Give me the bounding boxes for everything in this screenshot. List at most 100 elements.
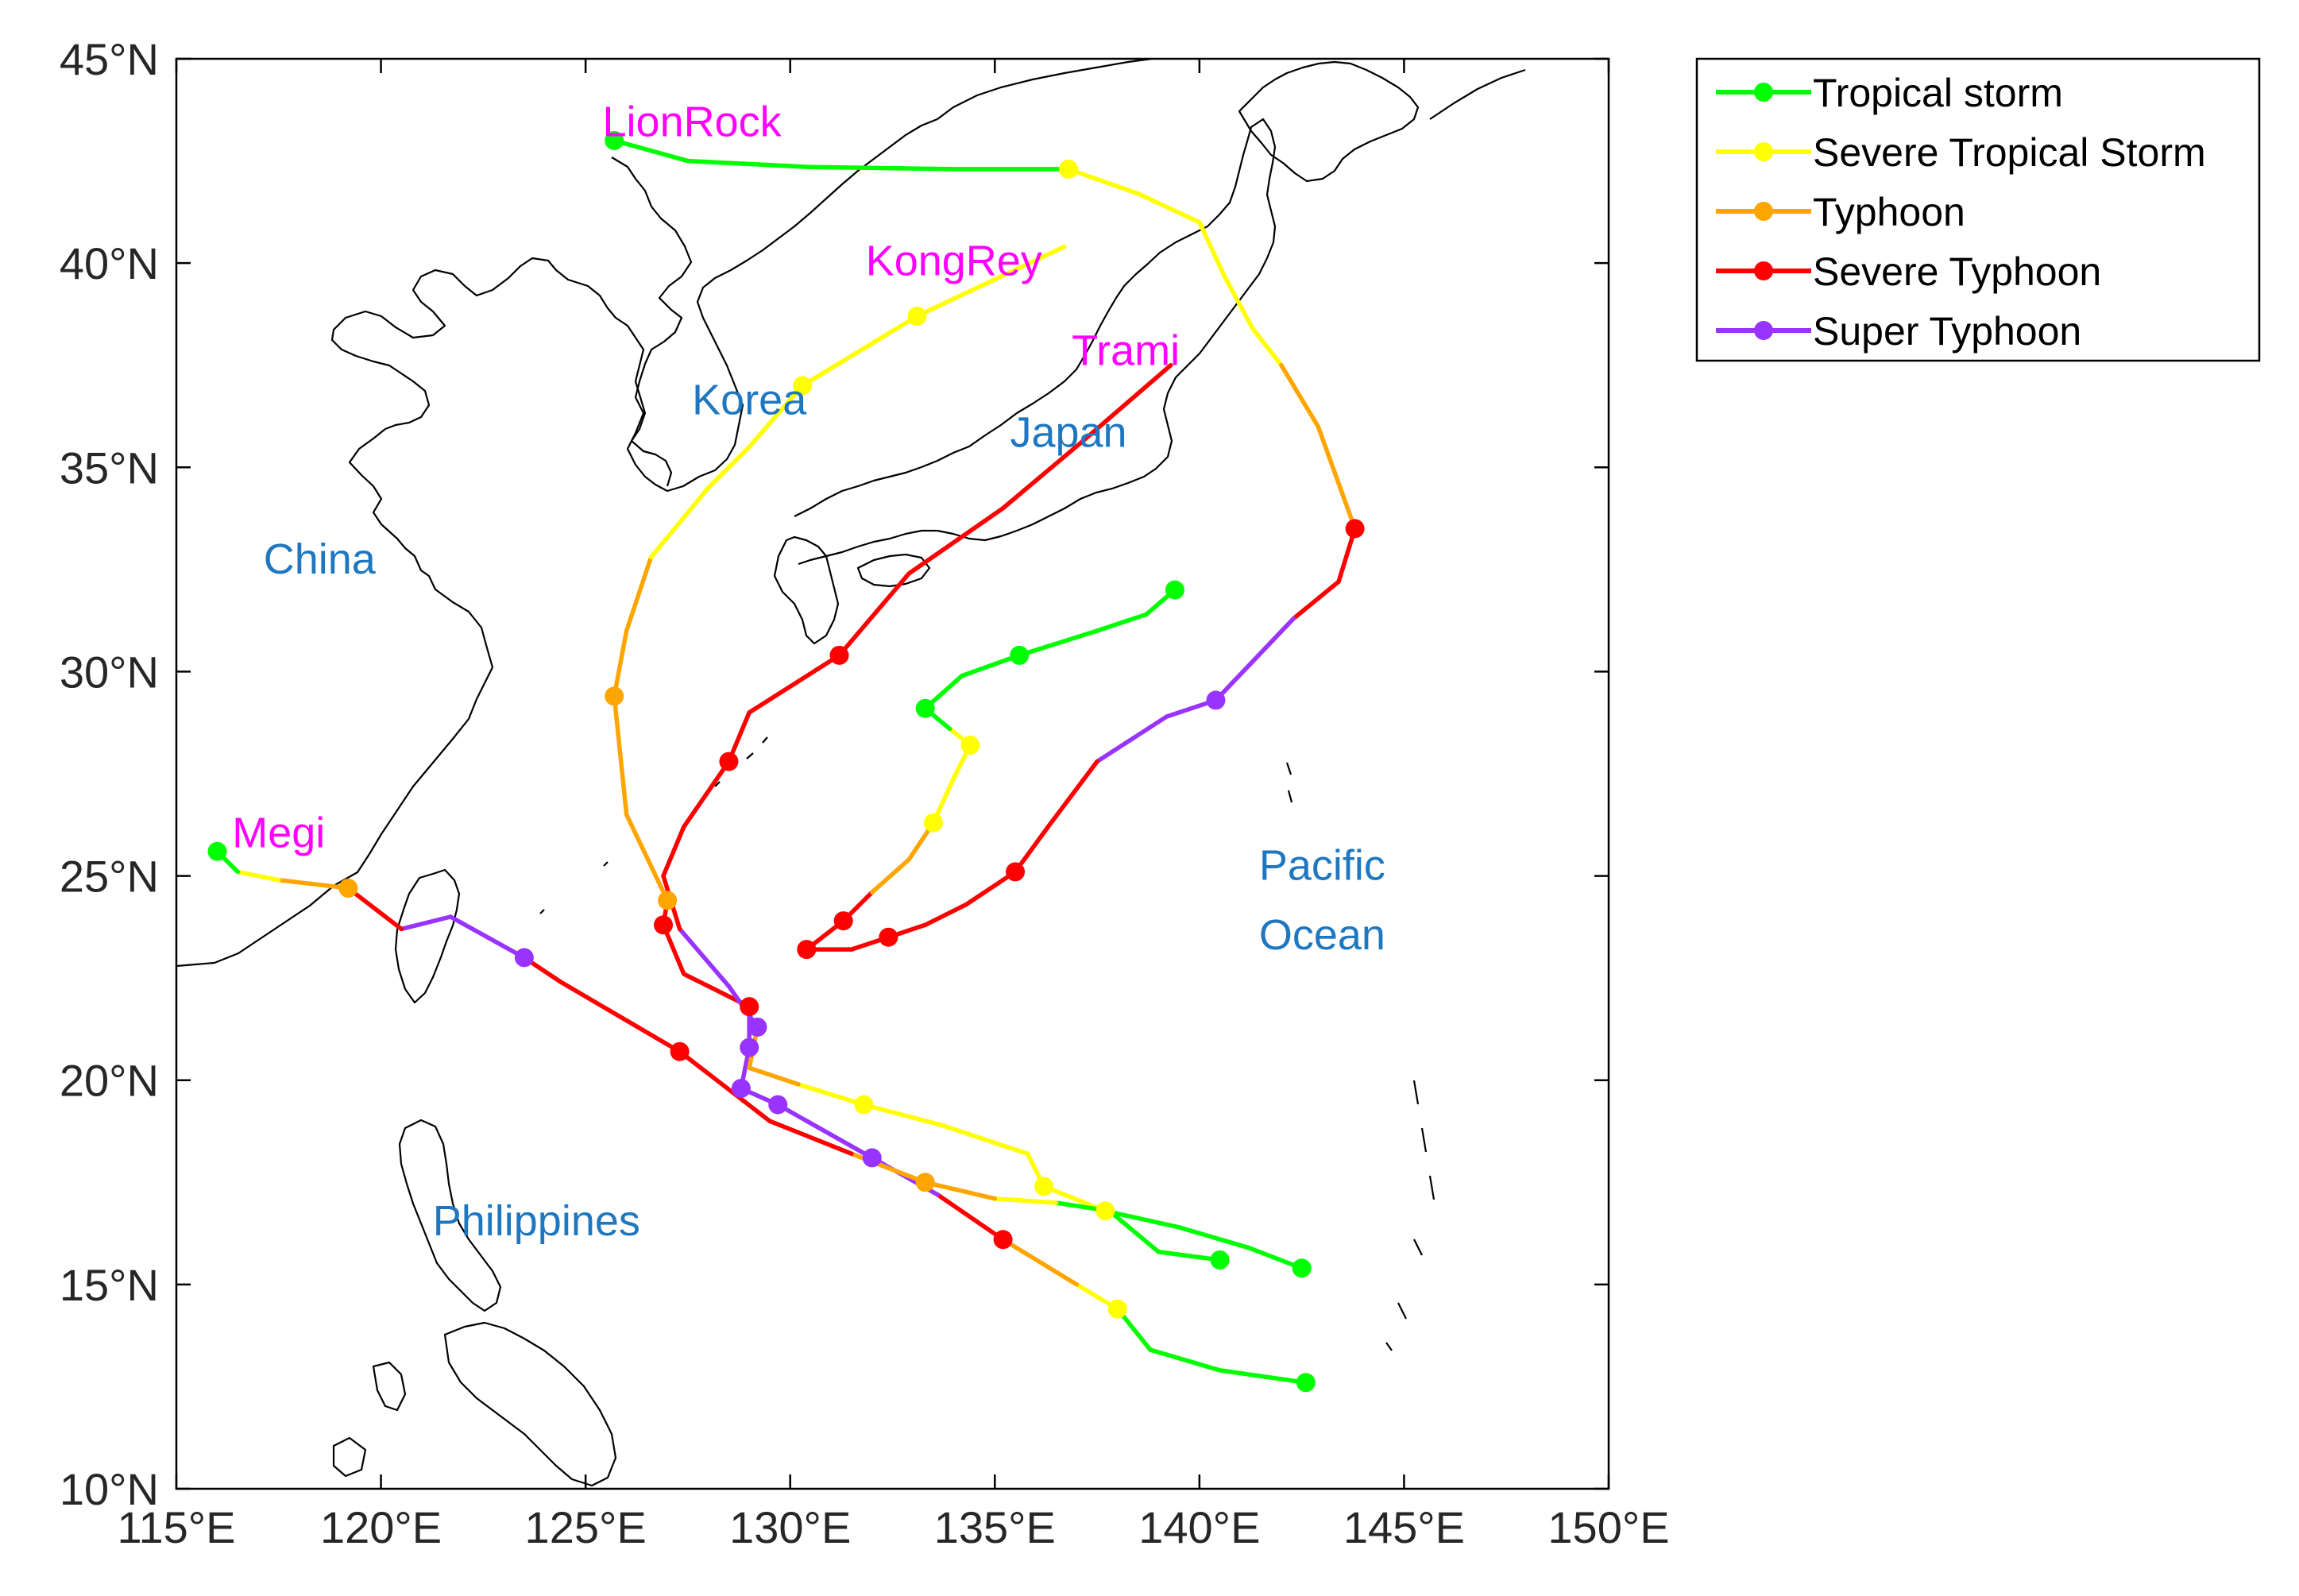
japan-shikoku-coastline xyxy=(856,553,931,588)
track-segment xyxy=(1316,424,1358,531)
y-tick-label: 35°N xyxy=(60,442,159,493)
track-point-marker xyxy=(993,1230,1013,1250)
track-point-marker xyxy=(731,1079,751,1098)
track-segment xyxy=(705,444,752,490)
typhoon-name-lionrock: LionRock xyxy=(603,99,782,146)
china-coastline xyxy=(176,257,673,968)
japan-hokkaido-coastline xyxy=(1238,60,1420,183)
luzon-coastline xyxy=(398,1119,502,1312)
x-tick-label: 150°E xyxy=(1547,1502,1669,1552)
track-point-marker xyxy=(797,940,817,960)
track-segment xyxy=(1066,167,1141,196)
track-segment xyxy=(399,914,453,932)
track-point-marker xyxy=(338,879,358,898)
track-segment xyxy=(1000,440,1084,511)
x-axis: 115°E 120°E 125°E 130°E 135°E 140°E 145°E 150°E xyxy=(117,59,1670,1552)
track-segment xyxy=(747,1065,801,1087)
typhoon-name-trami: Trami xyxy=(1072,327,1180,375)
philippine-islet-coastline xyxy=(332,1436,367,1478)
track-point-marker xyxy=(1107,1299,1127,1319)
track-segment xyxy=(1045,759,1099,829)
track-point-marker xyxy=(854,1095,874,1115)
japan-kyushu-coastline xyxy=(773,535,840,645)
track-segment xyxy=(677,1049,772,1123)
track-point-marker xyxy=(1165,580,1184,600)
track-point-marker xyxy=(719,752,739,771)
track-segment xyxy=(1017,628,1099,658)
track-point-marker xyxy=(924,813,944,833)
track-point-marker xyxy=(1095,1201,1115,1221)
track-segment xyxy=(661,825,686,879)
legend-marker-super-typhoon xyxy=(1754,321,1773,340)
track-point-marker xyxy=(1059,159,1079,179)
track-segment xyxy=(1107,1208,1161,1254)
region-labels-layer: Korea Japan China Pacific Ocean Philippines xyxy=(264,376,1385,1245)
track-segment xyxy=(677,926,732,989)
region-label-japan: Japan xyxy=(1010,409,1126,457)
track-segment xyxy=(1291,579,1341,621)
visayas-coastline xyxy=(443,1321,617,1487)
track-segment xyxy=(861,1102,945,1128)
track-segment xyxy=(624,555,654,633)
track-point-marker xyxy=(1210,1250,1230,1269)
track-point-marker xyxy=(879,927,898,947)
typhoon-names-layer: LionRock KongRey Trami Megi xyxy=(232,99,1180,857)
track-point-marker xyxy=(654,915,674,935)
region-label-philippines: Philippines xyxy=(433,1197,640,1245)
legend-marker-severe-tropical-storm xyxy=(1754,142,1773,161)
track-segment xyxy=(906,505,1006,576)
track-point-marker xyxy=(915,698,935,718)
legend-label-severe-tropical-storm: Severe Tropical Storm xyxy=(1813,130,2206,175)
track-segment xyxy=(800,314,920,388)
track-segment xyxy=(612,138,690,164)
markers-layer xyxy=(207,130,1365,1393)
track-point-marker xyxy=(960,736,980,755)
track-segment xyxy=(1279,362,1320,429)
track-segment xyxy=(1135,191,1202,225)
russia-coastline xyxy=(937,57,1153,120)
legend-label-super-typhoon: Super Typhoon xyxy=(1813,309,2081,354)
track-segment xyxy=(648,485,711,560)
track-segment xyxy=(747,383,805,450)
track-segment xyxy=(624,812,670,903)
track-segment xyxy=(448,914,527,960)
track-point-marker xyxy=(740,1038,759,1057)
track-segment xyxy=(837,571,911,658)
track-segment xyxy=(686,158,813,170)
track-segment xyxy=(276,877,351,891)
track-point-marker xyxy=(829,645,849,665)
typhoon-name-kongrey: KongRey xyxy=(866,238,1042,285)
x-tick-label: 135°E xyxy=(934,1502,1056,1552)
track-segment xyxy=(1095,714,1169,764)
track-segment xyxy=(922,902,968,928)
track-segment xyxy=(1095,612,1149,633)
legend-entries: Tropical storm Severe Tropical Storm Typho… xyxy=(1716,71,2206,354)
legend-label-severe-typhoon: Severe Typhoon xyxy=(1813,249,2101,294)
track-segment xyxy=(964,869,1018,907)
region-label-china: China xyxy=(264,535,377,583)
y-tick-label: 25°N xyxy=(60,852,159,902)
track-segment xyxy=(1177,1225,1251,1250)
y-axis: 10°N 15°N 20°N 25°N 30°N 35°N 40°N 45°N xyxy=(60,34,1609,1514)
track-segment xyxy=(796,1082,867,1107)
kuril-coastline xyxy=(1429,68,1526,120)
track-segment xyxy=(869,857,911,895)
track-point-marker xyxy=(1206,690,1226,710)
track-segment xyxy=(1103,1208,1181,1230)
y-tick-label: 40°N xyxy=(60,238,159,288)
track-point-marker xyxy=(605,130,624,150)
coastlines xyxy=(176,57,1526,1487)
track-segment xyxy=(767,1119,854,1157)
japan-honshu-coastline xyxy=(794,118,1277,566)
legend-label-typhoon: Typhoon xyxy=(1813,190,1965,234)
track-point-marker xyxy=(1010,645,1030,665)
track-segment xyxy=(558,980,682,1054)
track-segment xyxy=(935,1192,1006,1242)
track-segment xyxy=(1222,272,1255,331)
region-label-ocean: Ocean xyxy=(1259,911,1385,959)
x-tick-label: 140°E xyxy=(1138,1502,1260,1552)
track-point-marker xyxy=(748,1017,767,1037)
track-segment xyxy=(960,653,1022,678)
